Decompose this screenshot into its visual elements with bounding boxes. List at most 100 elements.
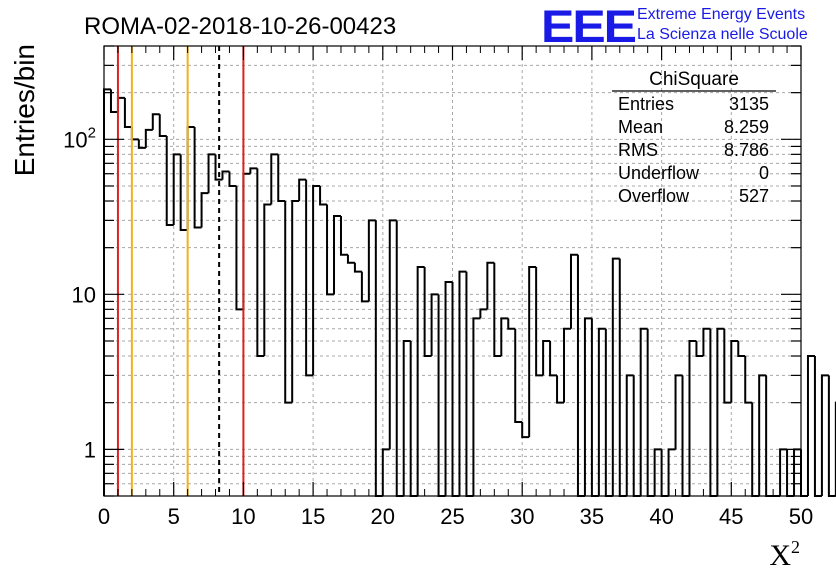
histogram-bin [583,317,592,496]
histogram-bin [179,154,188,232]
stats-title: ChiSquare [649,69,739,90]
stats-value: 3135 [729,94,769,114]
histogram-bin [137,139,146,149]
histogram-bin [563,327,571,403]
histogram-bin [702,327,711,357]
histogram-bin [716,327,725,496]
stats-value: 8.259 [724,117,769,137]
histogram-bin [263,203,272,357]
histogram-bin [388,219,397,450]
histogram-bin [228,171,237,187]
y-tick-label-base: 10 [63,127,87,152]
histogram-bin [123,97,132,129]
histogram-bin [528,266,537,438]
histogram-bin [758,374,767,496]
x-tick-label: 35 [580,504,604,529]
logo-line-1: Extreme Energy Events [637,6,805,23]
x-axis-label-sup: 2 [791,537,800,557]
x-axis-label-main: X [769,539,791,572]
histogram-bin [298,178,307,202]
histogram-bin [270,153,279,205]
histogram-bin [353,262,362,273]
histogram-bin [416,266,425,496]
histogram-bin [542,339,551,376]
histogram-bin [109,89,118,114]
histogram-bin [744,356,753,404]
histogram-bin [339,216,348,256]
stats-label: RMS [618,140,658,160]
histogram-bin [305,179,314,377]
histogram-bin [277,154,286,203]
histogram-bin [500,317,509,357]
histogram-bin [813,356,822,497]
stats-value: 0 [759,163,769,183]
histogram-bin [151,113,160,130]
x-axis: 0 5 10 15 20 25 30 35 40 45 50 [98,46,813,529]
histogram-bin [207,153,216,194]
histogram-bin [723,328,732,404]
histogram-bin [144,128,153,148]
histogram-bin [333,215,341,295]
histogram-bin [444,281,453,496]
y-tick-label: 1 [84,437,96,462]
y-tick-label-base: 10 [72,282,96,307]
histogram-bin [165,136,174,227]
histogram-bin [674,374,683,450]
histogram-bin [319,185,328,206]
x-tick-label: 5 [168,504,180,529]
histogram-bin [458,270,467,496]
y-tick-label-sup: 2 [88,124,96,141]
x-tick-label: 40 [649,504,673,529]
histogram-bin [535,267,544,377]
histogram-bin [346,254,355,264]
histogram-bin [597,327,606,496]
y-tick-label-base: 1 [84,437,96,462]
histogram-bin [284,201,293,404]
x-tick-label: 10 [231,504,255,529]
histogram-bin [486,261,495,310]
histogram-bin [688,339,697,496]
histogram-bin [381,448,390,496]
x-tick-label: 30 [510,504,534,529]
histogram-bin [200,192,209,228]
histogram-bin [827,375,836,497]
histogram-bin [625,374,634,496]
x-tick-label: 20 [371,504,395,529]
histogram-bin [737,340,746,358]
histogram-bin [312,184,321,376]
histogram-bin [256,168,265,358]
histogram-bin [193,127,202,229]
stats-box: ChiSquare Entries 3135 Mean 8.259 RMS 8.786 Un… [612,69,776,206]
histogram-bin [493,262,502,358]
histogram-bin [326,204,335,296]
x-axis-label: X2 [769,537,800,572]
stats-label: Entries [618,94,674,114]
histogram-bin [653,448,662,496]
stats-label: Overflow [618,186,690,206]
x-tick-label: 25 [440,504,464,529]
histogram-bin [820,374,829,496]
histogram-bin [479,308,488,319]
histogram-bin [569,253,578,329]
stats-label: Underflow [618,163,700,183]
y-tick-label: 10 [72,282,96,307]
histogram-bin [472,317,481,496]
histogram-bin [367,219,376,302]
histogram-bin [549,340,558,377]
histogram-bin [158,114,167,138]
eee-logo: EEE Extreme Energy Events La Scienza nel… [541,2,808,52]
y-tick-label: 102 [63,124,96,152]
vertical-markers [116,46,245,496]
histogram-bin [221,170,230,180]
histogram-bin [521,422,530,439]
histogram-bin [695,340,704,358]
histogram-bin [402,339,411,496]
x-tick-label: 50 [789,504,813,529]
stats-value: 8.786 [724,140,769,160]
histogram-bin [639,327,648,496]
histogram-bin [730,339,739,403]
histogram-bin [423,267,432,358]
histogram-bin [611,257,620,496]
histogram-bin [667,448,676,496]
